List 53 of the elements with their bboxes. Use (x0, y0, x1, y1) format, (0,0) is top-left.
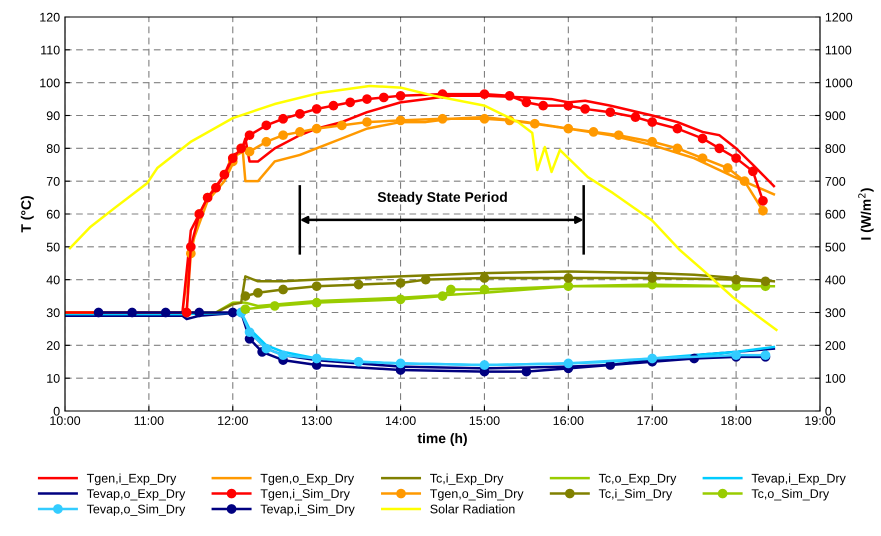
y2-tick-label: 800 (825, 144, 846, 153)
y-tick-label: 60 (46, 210, 60, 219)
y-tick-label: 90 (46, 111, 60, 120)
y2-tick-label: 400 (825, 275, 846, 284)
x-tick-label: 11:00 (134, 416, 164, 426)
legend-label: Tc,o_Sim_Dry (752, 488, 830, 501)
annotation: Steady State Period (378, 192, 507, 205)
x-tick-label: 16:00 (554, 416, 584, 426)
y2-tick-label: 700 (826, 176, 846, 186)
y2-tick-label: 100 (826, 374, 846, 383)
y2-tick-label: 300 (825, 308, 846, 318)
legend-label: Tgen,o_Sim_Dry (430, 488, 524, 501)
legend-label: Tevap,i_Exp_Dry (752, 473, 846, 486)
y-tick-label: 30 (46, 308, 60, 318)
legend-label: Tgen,i_Sim_Dry (260, 488, 350, 501)
x-tick-label: 13:00 (302, 416, 332, 426)
x-tick-label: 12:00 (218, 416, 248, 426)
y2-tick-label: 900 (825, 111, 846, 120)
legend-label: Tc,o_Exp_Dry (598, 474, 676, 486)
legend-label: Tevap,o_Exp_Dry (86, 489, 186, 501)
legend-label: Solar Radiation (430, 504, 514, 514)
y-tick-label: 50 (46, 242, 60, 252)
x-tick-label: 14:00 (386, 416, 416, 426)
y2-tick-label: 500 (825, 242, 846, 252)
y-tick-label: 80 (46, 144, 60, 153)
y2-tick-label: 1100 (826, 46, 852, 54)
y-tick-label: 100 (40, 78, 60, 88)
y2-tick-label: 600 (825, 210, 846, 219)
legend-label: Tgen,o_Exp_Dry (260, 474, 354, 486)
x-axis-title: time (h) (418, 433, 467, 446)
x-tick-label: 18:00 (721, 416, 752, 426)
y-tick-label: 70 (46, 176, 60, 186)
y-tick-label: 0 (54, 406, 60, 416)
legend-label: Tc,i_Exp_Dry (430, 473, 504, 486)
x-tick-label: 17:00 (638, 416, 668, 426)
legend-label: Tevap,o_Sim_Dry (86, 504, 186, 516)
y2-tick-label: 200 (825, 341, 846, 350)
y2-tick-label: 1200 (826, 12, 852, 22)
y-tick-label: 120 (40, 12, 60, 22)
y2-axis-title: I (W/m$^{2}$) (858, 188, 874, 240)
x-tick-label: 10:00 (50, 416, 80, 426)
y2-tick-label: 0 (825, 406, 832, 416)
y2-tick-label: 1000 (826, 78, 852, 88)
legend-label: Tgen,i_Exp_Dry (86, 473, 176, 486)
y-tick-label: 110 (41, 46, 60, 54)
legend-label: Tevap,i_Sim_Dry (260, 504, 355, 516)
y-tick-label: 20 (46, 341, 60, 350)
x-tick-label: 19:00 (805, 416, 836, 426)
legend-label: Tc,i_Sim_Dry (598, 488, 672, 501)
x-tick-label: 15:00 (470, 416, 500, 426)
y-axis-title: T (°C) (20, 196, 34, 232)
y-tick-label: 10 (47, 374, 60, 383)
y-tick-label: 40 (46, 275, 60, 284)
